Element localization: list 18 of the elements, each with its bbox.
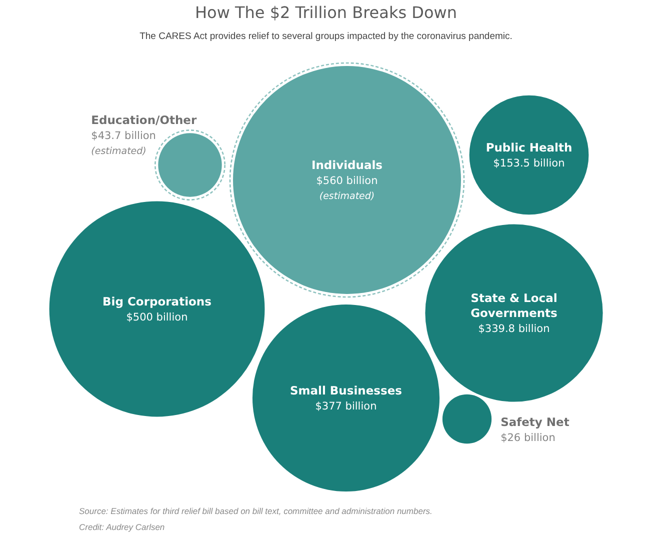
data-label: $26 billion [500, 432, 556, 444]
category-label: Safety Net [500, 415, 570, 429]
category-label: Big Corporations [102, 294, 212, 308]
text: Credit: Audrey Carlsen [79, 522, 165, 532]
data-label: $43.7 billion (estimated) [91, 130, 156, 158]
category-label: Public Health [486, 140, 572, 154]
text: How The $2 Trillion Breaks Down [195, 3, 457, 22]
source-note: Source: Estimates for third relief bill based on bill text, committee and administration numbers. [79, 506, 432, 516]
data-label: $377 billion [315, 400, 377, 412]
data-label: $339.8 billion [478, 323, 550, 335]
category-label: State & Local Governments [470, 291, 558, 320]
data-label: $560 billion (estimated) [316, 175, 378, 202]
category-label: Small Businesses [290, 384, 402, 398]
category-label: Education/Other [91, 113, 197, 128]
category-label: Individuals [311, 158, 383, 172]
data-label: $500 billion [126, 312, 188, 324]
data-label: $153.5 billion [493, 158, 565, 170]
text: The CARES Act provides relief to several groups impacted by the coronavirus pandemic. [140, 31, 512, 42]
